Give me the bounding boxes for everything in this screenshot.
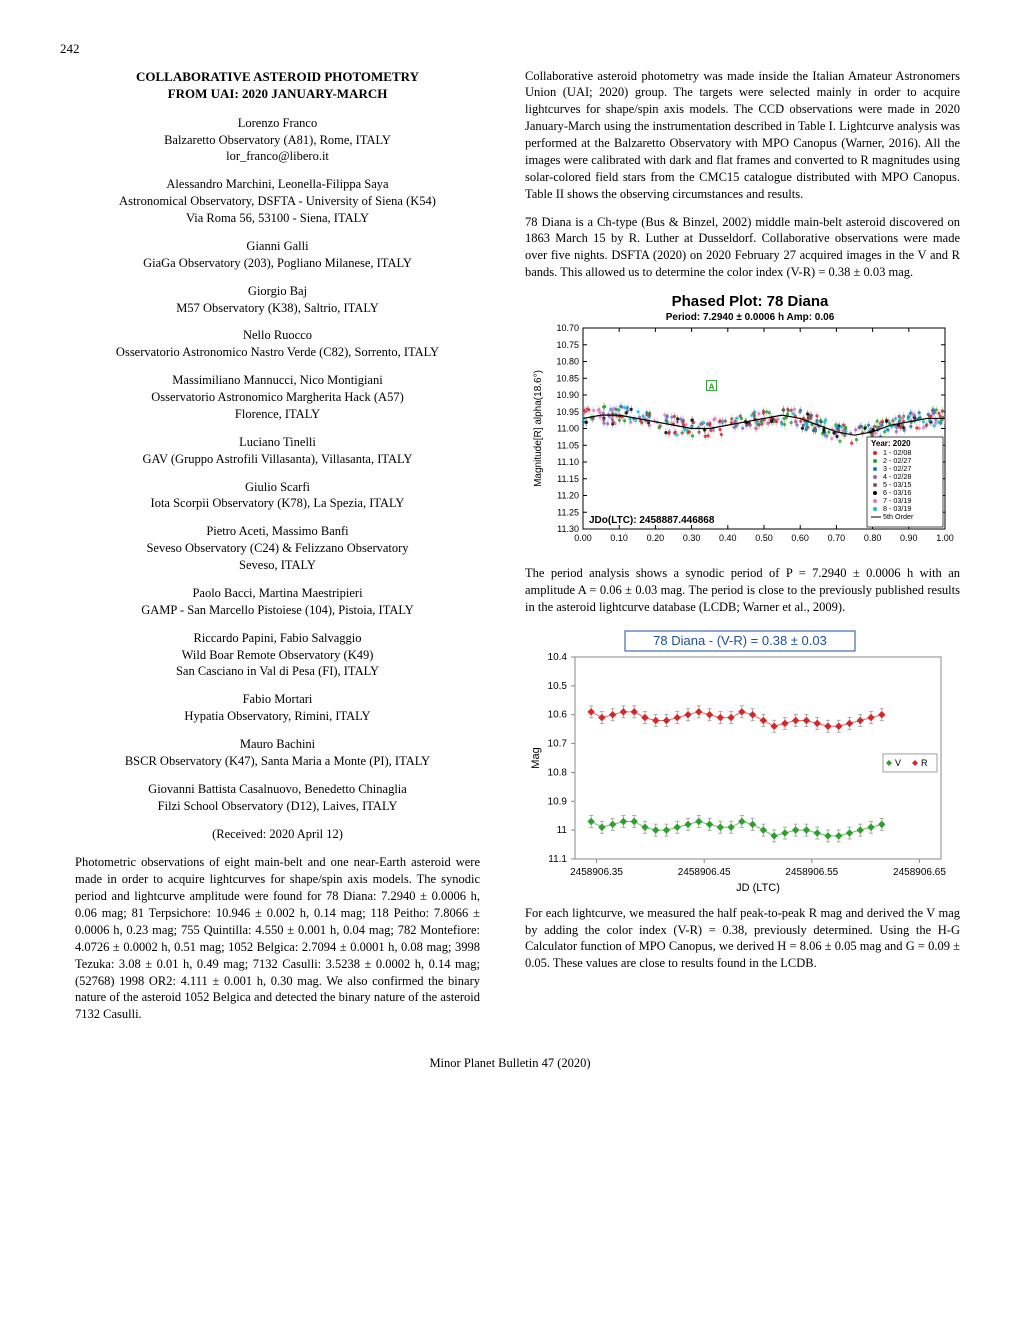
svg-text:10.9: 10.9 — [548, 796, 568, 807]
para-4: For each lightcurve, we measured the hal… — [525, 905, 960, 973]
svg-text:JD (LTC): JD (LTC) — [736, 882, 780, 894]
svg-text:2458906.65: 2458906.65 — [893, 867, 946, 878]
svg-text:2458906.55: 2458906.55 — [785, 867, 838, 878]
svg-text:11.10: 11.10 — [557, 457, 579, 467]
author-block: Riccardo Papini, Fabio SalvaggioWild Boa… — [60, 630, 495, 681]
svg-text:0.50: 0.50 — [755, 533, 773, 543]
svg-text:78 Diana - (V-R) = 0.38 ± 0.03: 78 Diana - (V-R) = 0.38 ± 0.03 — [653, 633, 827, 648]
svg-text:0.20: 0.20 — [647, 533, 665, 543]
page-number: 242 — [60, 40, 960, 58]
author-block: Lorenzo FrancoBalzaretto Observatory (A8… — [60, 115, 495, 166]
author-block: Mauro BachiniBSCR Observatory (K47), San… — [60, 736, 495, 770]
author-block: Pietro Aceti, Massimo BanfiSeveso Observ… — [60, 523, 495, 574]
author-block: Gianni GalliGiaGa Observatory (203), Pog… — [60, 238, 495, 272]
author-block: Nello RuoccoOsservatorio Astronomico Nas… — [60, 327, 495, 361]
svg-text:10.80: 10.80 — [556, 357, 579, 367]
phased-plot-chart: Phased Plot: 78 Diana Period: 7.2940 ± 0.… — [525, 292, 960, 557]
svg-text:10.4: 10.4 — [548, 652, 568, 663]
author-block: Paolo Bacci, Martina MaestripieriGAMP - … — [60, 585, 495, 619]
received-date: (Received: 2020 April 12) — [60, 826, 495, 843]
svg-text:11.05: 11.05 — [557, 440, 579, 450]
svg-text:10.85: 10.85 — [556, 373, 579, 383]
svg-text:JDo(LTC): 2458887.446868: JDo(LTC): 2458887.446868 — [589, 515, 715, 526]
para-2: 78 Diana is a Ch-type (Bus & Binzel, 200… — [525, 214, 960, 282]
svg-text:2458906.35: 2458906.35 — [570, 867, 623, 878]
svg-text:10.70: 10.70 — [556, 323, 579, 333]
svg-text:10.6: 10.6 — [548, 709, 568, 720]
paper-title: COLLABORATIVE ASTEROID PHOTOMETRY FROM U… — [60, 68, 495, 103]
svg-text:0.90: 0.90 — [900, 533, 918, 543]
svg-text:10.95: 10.95 — [556, 407, 579, 417]
right-column: Collaborative asteroid photometry was ma… — [525, 68, 960, 1036]
svg-text:10.5: 10.5 — [548, 681, 568, 692]
svg-text:11.15: 11.15 — [557, 474, 579, 484]
svg-text:10.7: 10.7 — [548, 738, 568, 749]
author-block: Fabio MortariHypatia Observatory, Rimini… — [60, 691, 495, 725]
left-column: COLLABORATIVE ASTEROID PHOTOMETRY FROM U… — [60, 68, 495, 1036]
svg-text:Magnitude[R] alpha(18.6°): Magnitude[R] alpha(18.6°) — [533, 370, 544, 487]
svg-text:0.00: 0.00 — [574, 533, 592, 543]
author-block: Alessandro Marchini, Leonella-Filippa Sa… — [60, 176, 495, 227]
abstract: Photometric observations of eight main-b… — [75, 854, 480, 1023]
vr-color-chart: 78 Diana - (V-R) = 0.38 ± 0.03 10.4 10.5 10… — [525, 627, 960, 897]
svg-text:Year: 2020: Year: 2020 — [871, 439, 911, 448]
svg-text:0.80: 0.80 — [864, 533, 882, 543]
svg-text:10.8: 10.8 — [548, 767, 568, 778]
svg-text:Phased Plot: 78 Diana: Phased Plot: 78 Diana — [672, 293, 829, 310]
para-1: Collaborative asteroid photometry was ma… — [525, 68, 960, 203]
svg-text:A: A — [709, 383, 715, 392]
svg-text:R: R — [921, 758, 928, 768]
svg-text:11.20: 11.20 — [557, 491, 579, 501]
svg-text:11.00: 11.00 — [557, 424, 579, 434]
author-block: Giovanni Battista Casalnuovo, Benedetto … — [60, 781, 495, 815]
svg-text:5th Order: 5th Order — [883, 512, 914, 521]
author-block: Luciano TinelliGAV (Gruppo Astrofili Vil… — [60, 434, 495, 468]
svg-text:Period: 7.2940 ± 0.0006 h Amp: Period: 7.2940 ± 0.0006 h Amp: 0.06 — [666, 312, 835, 323]
author-block: Giulio ScarfiIota Scorpii Observatory (K… — [60, 479, 495, 513]
svg-text:Mag: Mag — [530, 747, 542, 768]
footer: Minor Planet Bulletin 47 (2020) — [60, 1055, 960, 1072]
svg-text:11.25: 11.25 — [557, 507, 579, 517]
svg-text:2458906.45: 2458906.45 — [678, 867, 731, 878]
svg-text:0.30: 0.30 — [683, 533, 701, 543]
svg-text:11.1: 11.1 — [548, 854, 567, 865]
svg-text:10.75: 10.75 — [556, 340, 579, 350]
svg-text:0.40: 0.40 — [719, 533, 737, 543]
svg-text:11: 11 — [557, 825, 568, 836]
author-block: Giorgio BajM57 Observatory (K38), Saltri… — [60, 283, 495, 317]
svg-text:0.70: 0.70 — [828, 533, 846, 543]
svg-text:1.00: 1.00 — [936, 533, 954, 543]
svg-text:0.10: 0.10 — [610, 533, 628, 543]
svg-text:10.90: 10.90 — [556, 390, 579, 400]
svg-text:V: V — [895, 758, 901, 768]
para-3: The period analysis shows a synodic peri… — [525, 565, 960, 616]
svg-text:0.60: 0.60 — [791, 533, 809, 543]
author-block: Massimiliano Mannucci, Nico MontigianiOs… — [60, 372, 495, 423]
